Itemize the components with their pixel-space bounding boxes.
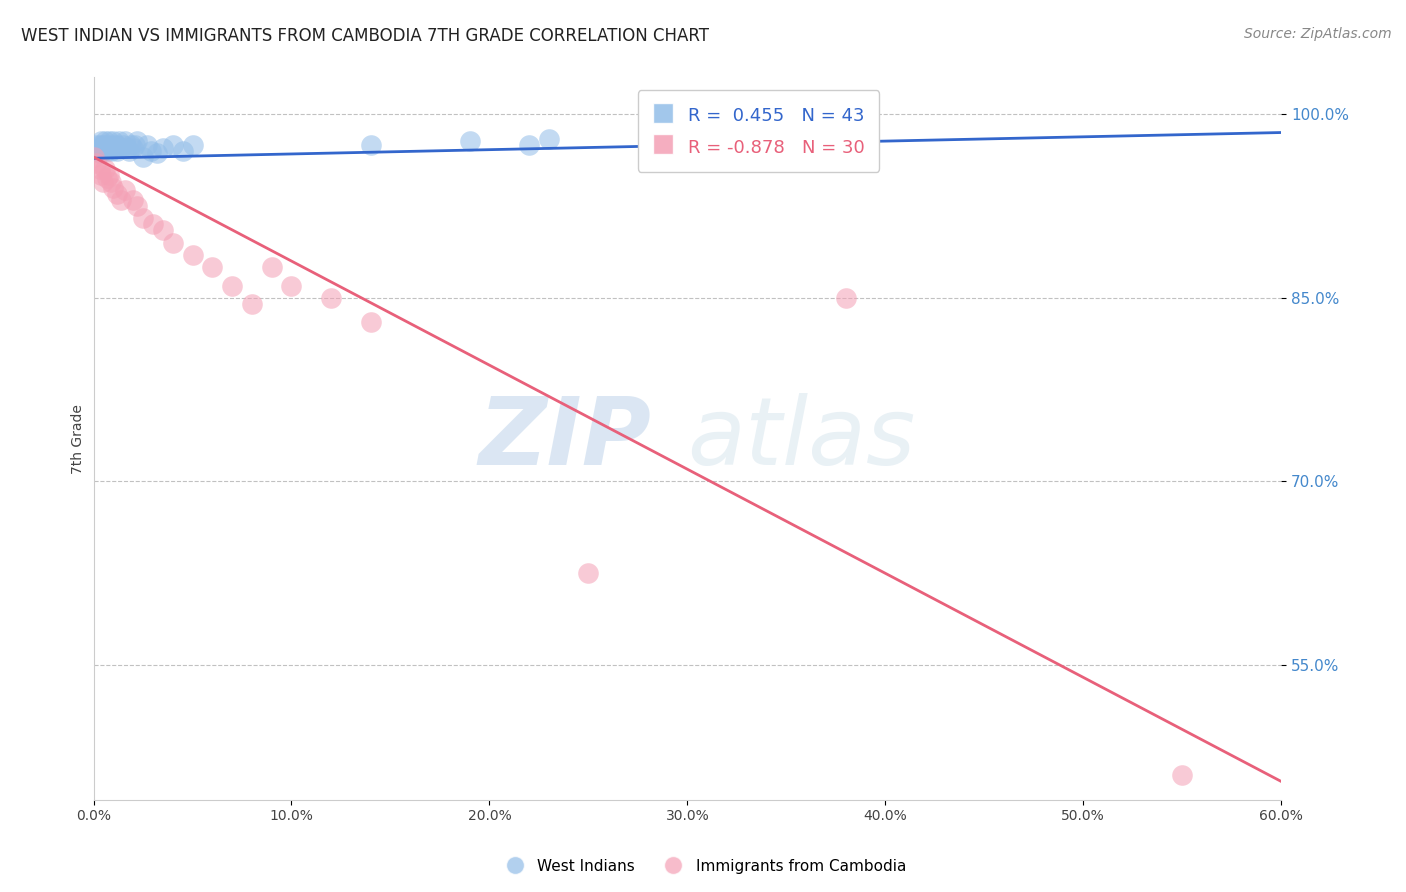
Point [240,297,263,311]
Point [280,278,302,293]
Point [98,169,121,183]
Point [89,146,111,161]
Point [132,211,155,226]
Point [105,186,128,201]
Point [146,146,169,161]
Point [152,141,174,155]
Point [108,134,131,148]
Point [201,260,224,275]
Point [103,137,125,152]
Point [142,218,165,232]
Point [360,315,382,329]
Point [360,137,382,152]
Point [96,137,118,152]
Point [162,137,184,152]
Point [100,174,122,188]
Point [90,134,112,148]
Point [576,566,599,581]
Point [96,144,118,158]
Point [127,199,149,213]
Text: ZIP: ZIP [479,392,652,484]
Point [100,144,122,158]
Point [103,134,125,148]
Point [181,137,204,152]
Point [676,137,699,152]
Y-axis label: 7th Grade: 7th Grade [72,404,86,474]
Point [94,134,117,148]
Point [221,278,243,293]
Point [84,156,107,170]
Point [105,137,128,152]
Point [537,131,560,145]
Point [110,193,132,207]
Point [139,144,162,158]
Point [98,134,121,148]
Point [89,162,111,177]
Point [94,162,117,177]
Point [172,144,194,158]
Legend: R =  0.455   N = 43, R = -0.878   N = 30: R = 0.455 N = 43, R = -0.878 N = 30 [638,90,880,172]
Point [83,144,105,158]
Point [181,248,204,262]
Text: atlas: atlas [688,393,915,484]
Point [162,235,184,250]
Text: WEST INDIAN VS IMMIGRANTS FROM CAMBODIA 7TH GRADE CORRELATION CHART: WEST INDIAN VS IMMIGRANTS FROM CAMBODIA … [21,27,709,45]
Point [90,169,112,183]
Point [152,223,174,237]
Point [93,137,115,152]
Point [319,291,342,305]
Point [834,291,856,305]
Point [1171,768,1194,782]
Point [104,141,127,155]
Point [114,183,136,197]
Point [122,193,145,207]
Point [120,137,142,152]
Point [105,144,128,158]
Point [103,180,125,194]
Point [112,137,135,152]
Point [132,150,155,164]
Legend: West Indians, Immigrants from Cambodia: West Indians, Immigrants from Cambodia [494,853,912,880]
Point [127,134,149,148]
Point [458,134,481,148]
Point [89,137,111,152]
Point [114,134,136,148]
Point [122,141,145,155]
Point [83,150,105,164]
Point [124,137,146,152]
Text: Source: ZipAtlas.com: Source: ZipAtlas.com [1244,27,1392,41]
Point [84,137,107,152]
Point [93,144,115,158]
Point [93,174,115,188]
Point [118,144,141,158]
Point [260,260,283,275]
Point [96,170,118,185]
Point [115,141,138,155]
Point [110,141,132,155]
Point [517,137,540,152]
Point [136,137,159,152]
Point [100,140,122,154]
Point [94,141,117,155]
Point [86,141,108,155]
